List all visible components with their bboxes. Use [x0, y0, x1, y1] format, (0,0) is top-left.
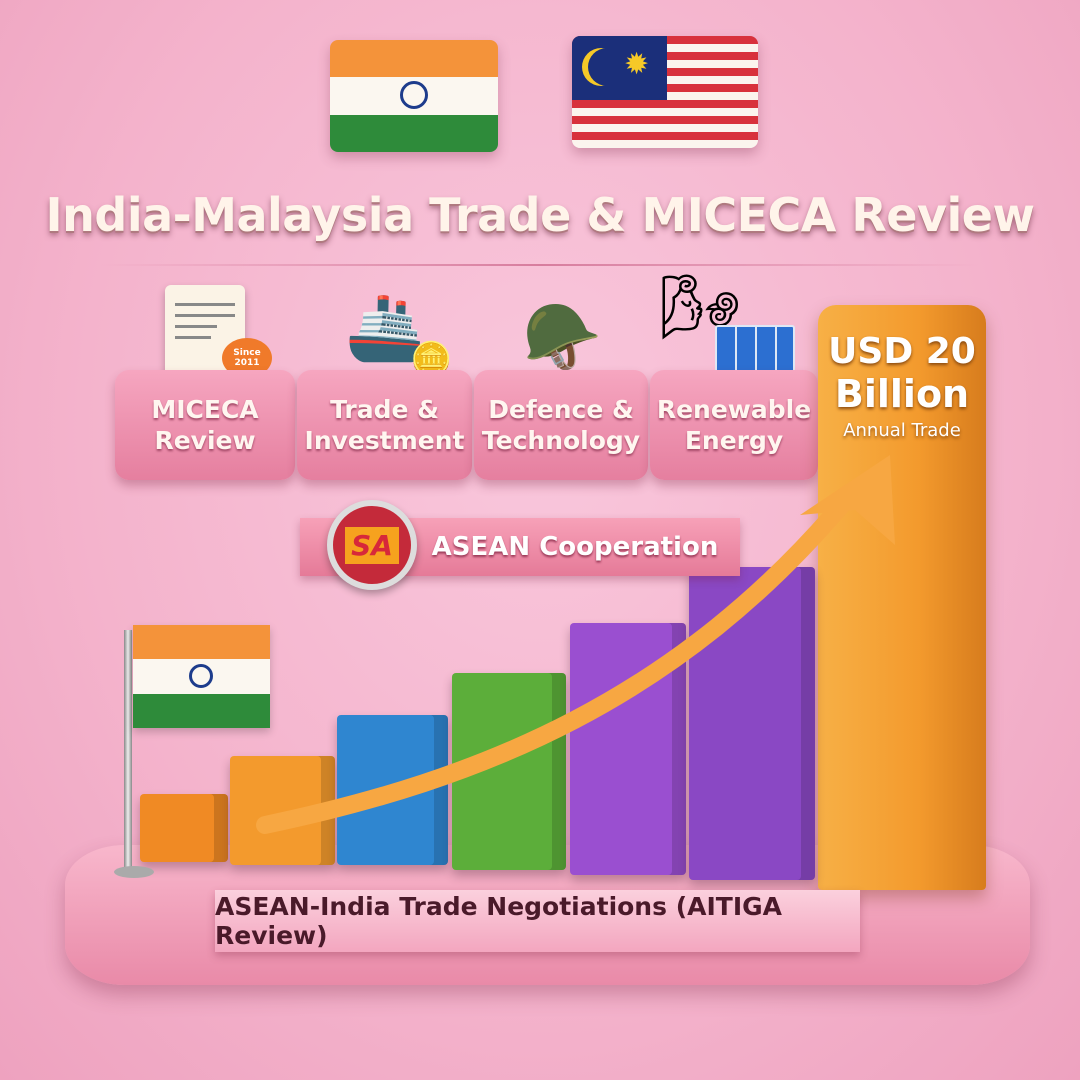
- category-renewable-energy[interactable]: Renewable Energy: [650, 370, 818, 480]
- growth-bar-1: [140, 794, 228, 862]
- annual-trade-bar: USD 20 Billion Annual Trade: [818, 305, 986, 890]
- ashoka-chakra-icon: [400, 81, 428, 110]
- cargo-ship-icon: 🚢: [345, 291, 425, 365]
- india-flag: [330, 40, 498, 152]
- trade-caption: Annual Trade: [843, 420, 961, 441]
- tank-icon: 🪖: [522, 301, 603, 375]
- malaysia-flag: ✹: [572, 36, 758, 148]
- category-label: MICECA: [151, 394, 259, 424]
- india-flag-waving: [133, 625, 270, 728]
- trade-unit: Billion: [834, 372, 970, 416]
- flag-pole: [124, 630, 132, 875]
- category-label: Renewable: [656, 394, 812, 424]
- category-label: Review: [154, 426, 256, 455]
- category-label: Technology: [481, 426, 641, 455]
- sa-logo: SA: [327, 500, 417, 590]
- pole-base: [114, 866, 154, 878]
- page-title: India-Malaysia Trade & MICECA Review: [45, 188, 1035, 242]
- arrow-shaft: [256, 486, 859, 834]
- arrow-head: [800, 455, 895, 545]
- growth-bar-6: [689, 567, 815, 880]
- divider: [100, 264, 980, 266]
- category-label: Defence &: [488, 394, 634, 424]
- category-label: Trade &: [330, 394, 439, 424]
- aitiga-review-ribbon: ASEAN-India Trade Negotiations (AITIGA R…: [215, 890, 860, 952]
- trade-value: USD 20: [828, 331, 976, 372]
- category-trade-investment[interactable]: Trade & Investment: [297, 370, 472, 480]
- solar-panel-icon: [715, 325, 795, 375]
- category-miceca-review[interactable]: MICECA Review: [115, 370, 295, 480]
- ribbon-label: ASEAN-India Trade Negotiations (AITIGA R…: [215, 892, 782, 950]
- ribbon-label: ASEAN Cooperation: [431, 532, 719, 562]
- category-label: Investment: [304, 426, 465, 455]
- star-icon: ✹: [624, 47, 650, 82]
- category-label: Energy: [684, 426, 784, 455]
- ashoka-chakra-icon: [189, 664, 213, 689]
- category-defence-technology[interactable]: Defence & Technology: [474, 370, 648, 480]
